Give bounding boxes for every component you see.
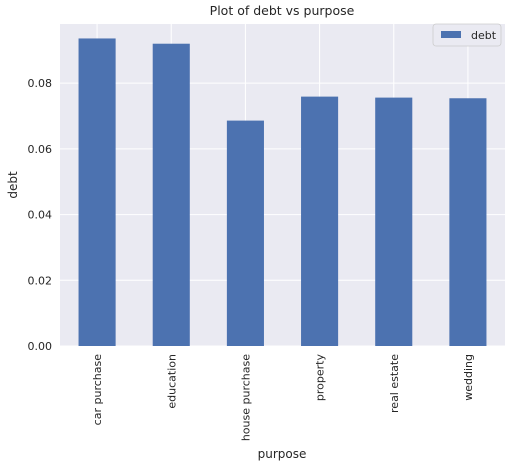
bar-education — [152, 43, 190, 346]
bar-house-purchase — [226, 120, 264, 346]
bar-car-purchase — [78, 38, 116, 346]
y-tick-labels: 0.00 0.02 0.04 0.06 0.08 — [28, 77, 53, 353]
bar-property — [301, 96, 339, 346]
bar-wedding — [449, 98, 487, 346]
legend-swatch — [441, 31, 461, 38]
x-tick-label: education — [165, 354, 178, 409]
x-tick-label: wedding — [462, 354, 475, 401]
chart-title: Plot of debt vs purpose — [210, 3, 355, 18]
y-tick-label: 0.06 — [28, 143, 53, 156]
x-tick-label: property — [314, 354, 327, 402]
x-tick-label: car purchase — [91, 354, 104, 426]
y-tick-label: 0.04 — [28, 209, 53, 222]
legend-box — [432, 23, 502, 47]
y-tick-label: 0.00 — [28, 340, 53, 353]
x-tick-labels: car purchase education house purchase prope… — [91, 354, 475, 442]
y-tick-label: 0.08 — [28, 77, 53, 90]
bar-real-estate — [375, 97, 413, 346]
bars — [78, 38, 487, 346]
y-tick-label: 0.02 — [28, 274, 53, 287]
x-tick-label: house purchase — [239, 354, 252, 441]
y-axis-label: debt — [6, 171, 20, 199]
plot-area — [60, 24, 505, 346]
x-tick-label: real estate — [388, 354, 401, 413]
legend: debt — [432, 23, 502, 47]
legend-label-debt: debt — [471, 29, 497, 42]
x-axis-label: purpose — [258, 447, 307, 461]
